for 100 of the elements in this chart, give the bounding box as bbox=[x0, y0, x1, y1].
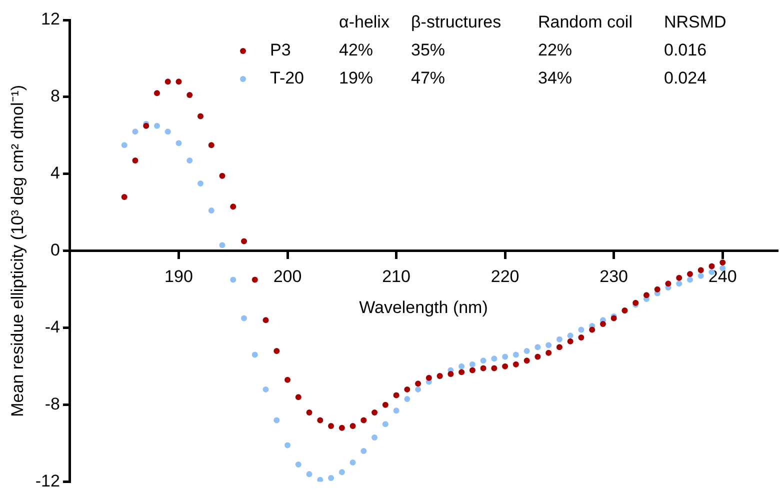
point bbox=[350, 423, 356, 429]
point bbox=[317, 476, 324, 482]
point bbox=[306, 410, 312, 416]
point bbox=[208, 207, 214, 214]
point bbox=[262, 317, 269, 324]
point bbox=[382, 402, 388, 408]
point bbox=[164, 128, 171, 135]
y-tick-label: 12 bbox=[41, 10, 60, 29]
point bbox=[372, 410, 378, 416]
point bbox=[556, 336, 562, 342]
point bbox=[230, 204, 236, 210]
point bbox=[458, 363, 465, 370]
point bbox=[121, 142, 128, 148]
point bbox=[676, 280, 682, 287]
point bbox=[567, 338, 574, 344]
point bbox=[393, 408, 400, 414]
point bbox=[686, 276, 693, 283]
annotation: 19% bbox=[339, 68, 374, 88]
annotation: 35% bbox=[411, 40, 446, 60]
point bbox=[219, 172, 226, 179]
point bbox=[230, 276, 236, 283]
x-axis-title: Wavelength (nm) bbox=[359, 298, 488, 318]
point bbox=[512, 352, 519, 358]
point bbox=[176, 140, 182, 146]
point bbox=[708, 263, 715, 270]
point bbox=[546, 342, 552, 348]
point bbox=[241, 315, 248, 322]
point bbox=[252, 352, 258, 358]
point bbox=[491, 365, 498, 372]
point bbox=[132, 157, 138, 164]
annotation: 0.024 bbox=[664, 68, 707, 88]
point bbox=[132, 128, 138, 135]
point bbox=[338, 469, 345, 476]
point bbox=[578, 334, 584, 340]
point bbox=[121, 194, 128, 200]
point bbox=[524, 358, 530, 364]
point bbox=[480, 365, 486, 372]
point bbox=[469, 361, 476, 368]
point bbox=[567, 332, 574, 339]
x-tick-label: 200 bbox=[273, 266, 302, 286]
point bbox=[154, 122, 160, 129]
point bbox=[546, 350, 552, 356]
point bbox=[372, 434, 378, 441]
point bbox=[686, 270, 693, 277]
legend-label: T-20 bbox=[270, 68, 304, 88]
point bbox=[720, 259, 726, 266]
point bbox=[284, 442, 291, 448]
point bbox=[665, 280, 672, 287]
point bbox=[274, 417, 280, 424]
point bbox=[589, 326, 596, 333]
point bbox=[469, 367, 476, 374]
point bbox=[241, 238, 248, 244]
y-tick-label: 4 bbox=[50, 164, 60, 183]
point bbox=[164, 78, 171, 85]
point bbox=[502, 363, 508, 370]
point bbox=[284, 376, 291, 383]
annotation: 0.016 bbox=[664, 40, 707, 60]
point bbox=[415, 380, 422, 387]
point bbox=[512, 361, 519, 368]
point bbox=[458, 369, 465, 376]
y-tick-label: 0 bbox=[50, 240, 60, 260]
point bbox=[698, 267, 704, 274]
point bbox=[404, 386, 410, 392]
point bbox=[556, 344, 562, 350]
annotation: 34% bbox=[538, 68, 572, 88]
point bbox=[426, 374, 432, 381]
annotation: α-helix bbox=[339, 12, 390, 32]
point bbox=[698, 272, 704, 279]
point bbox=[186, 157, 193, 164]
point bbox=[295, 394, 302, 400]
point bbox=[198, 113, 204, 120]
point bbox=[448, 371, 454, 378]
point bbox=[328, 423, 334, 429]
point bbox=[415, 386, 422, 392]
y-tick-label: 8 bbox=[50, 86, 60, 106]
point bbox=[654, 286, 660, 292]
annotation: β-structures bbox=[411, 12, 502, 32]
point bbox=[328, 474, 334, 481]
annotation: 47% bbox=[411, 68, 446, 88]
point bbox=[317, 417, 324, 424]
legend-label: P3 bbox=[270, 40, 291, 60]
annotation: 22% bbox=[538, 40, 572, 60]
point bbox=[198, 180, 204, 187]
point bbox=[350, 460, 356, 466]
point bbox=[186, 92, 193, 98]
point bbox=[208, 142, 214, 148]
x-tick-label: 230 bbox=[600, 266, 628, 286]
point bbox=[534, 354, 541, 360]
x-tick-label: 190 bbox=[164, 266, 193, 286]
point bbox=[524, 348, 530, 354]
point bbox=[600, 321, 606, 328]
point bbox=[252, 276, 258, 283]
point bbox=[534, 344, 541, 350]
point bbox=[262, 386, 269, 392]
point bbox=[578, 326, 584, 333]
point bbox=[643, 292, 650, 298]
point bbox=[176, 78, 182, 85]
point bbox=[306, 471, 312, 478]
point bbox=[480, 358, 486, 364]
y-tick-label: -8 bbox=[44, 394, 60, 414]
